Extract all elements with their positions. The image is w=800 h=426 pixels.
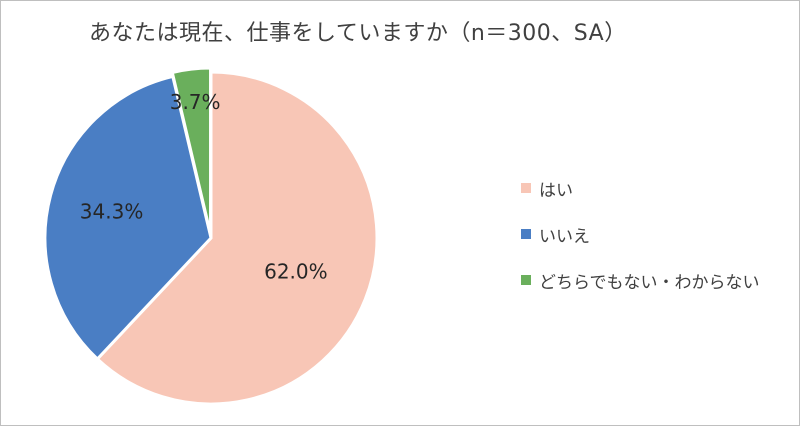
legend-label-iie: いいえ bbox=[539, 226, 590, 247]
legend-label-dochira: どちらでもない・わからない bbox=[539, 272, 760, 293]
pie-slice-hai bbox=[95, 70, 379, 406]
legend-swatch-iie bbox=[521, 229, 531, 239]
pie-slice-dochira bbox=[170, 66, 213, 236]
pie-slice-iie bbox=[43, 74, 213, 361]
legend: はい いいえ どちらでもない・わからない bbox=[521, 177, 760, 315]
slice-label-hai: 62.0% bbox=[264, 260, 328, 284]
legend-swatch-hai bbox=[521, 183, 531, 193]
legend-item-hai: はい bbox=[521, 177, 760, 201]
slice-label-iie: 34.3% bbox=[80, 199, 144, 223]
chart-title: あなたは現在、仕事をしていますか（n＝300、SA） bbox=[89, 21, 627, 46]
legend-item-dochira: どちらでもない・わからない bbox=[521, 269, 760, 293]
slice-label-dochira: 3.7% bbox=[170, 90, 221, 114]
legend-swatch-dochira bbox=[521, 275, 531, 285]
legend-item-iie: いいえ bbox=[521, 223, 760, 247]
legend-label-hai: はい bbox=[539, 180, 573, 201]
